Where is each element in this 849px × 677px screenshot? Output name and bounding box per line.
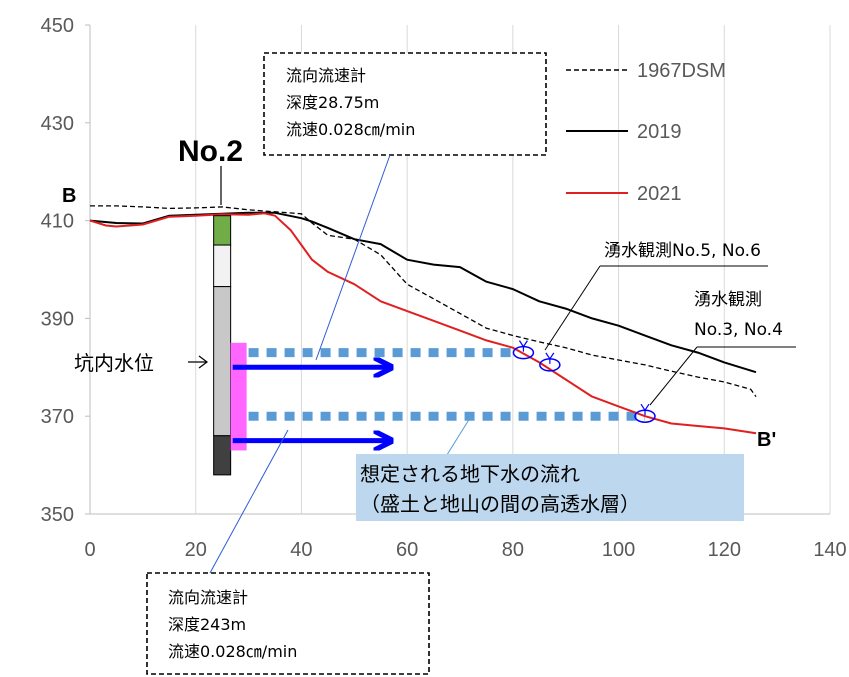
groundwater-flow-callout: 想定される地下水の流れ （盛土と地山の間の高透水層） (356, 417, 744, 521)
svg-text:深度28.75m: 深度28.75m (286, 93, 379, 112)
section-start-label: B (62, 185, 76, 207)
y-tick-label: 450 (41, 15, 74, 37)
flow-arrows (232, 367, 392, 440)
svg-text:流向流速計: 流向流速計 (286, 66, 366, 85)
x-tick-label: 140 (813, 539, 846, 561)
groundwater-level-lines (248, 348, 645, 421)
profile-series (89, 205, 757, 435)
spring-no56-label: 湧水観測No.5, No.6 (544, 241, 768, 351)
x-tick-label: 80 (502, 539, 524, 561)
svg-text:流速0.028㎝/min: 流速0.028㎝/min (286, 120, 415, 139)
svg-text:想定される地下水の流れ: 想定される地下水の流れ (360, 462, 580, 486)
legend-label: 1967DSM (637, 60, 726, 82)
svg-text:流速0.028㎝/min: 流速0.028㎝/min (168, 642, 297, 661)
spring-markers (512, 340, 656, 423)
svg-text:湧水観測No.5, No.6: 湧水観測No.5, No.6 (604, 241, 761, 261)
y-tick-label: 350 (41, 504, 74, 526)
legend-label: 2019 (637, 121, 682, 143)
svg-text:深度243m: 深度243m (168, 615, 246, 634)
y-tick-label: 370 (41, 406, 74, 428)
spring-symbol (545, 352, 555, 364)
x-tick-label: 40 (290, 539, 312, 561)
borehole-segment (213, 435, 232, 476)
x-tick-label: 120 (708, 539, 741, 561)
y-tick-label: 390 (41, 308, 74, 330)
series-line-2021 (89, 212, 757, 435)
x-tick-label: 20 (185, 539, 207, 561)
series-line-1967dsm (90, 205, 757, 397)
borehole-segment (213, 244, 232, 288)
section-end-label: B' (757, 429, 776, 451)
spring-symbol (640, 403, 650, 416)
x-tick-label: 60 (396, 539, 418, 561)
legend: 1967DSM 2019 2021 (566, 60, 726, 205)
flow-meter-lower-callout: 流向流速計 深度243m 流速0.028㎝/min (146, 429, 430, 675)
y-tick-label: 430 (41, 113, 74, 135)
x-tick-label: 100 (602, 539, 635, 561)
svg-text:（盛土と地山の間の高透水層）: （盛土と地山の間の高透水層） (360, 492, 640, 516)
svg-text:湧水観測: 湧水観測 (694, 290, 762, 310)
svg-text:流向流速計: 流向流速計 (168, 588, 248, 607)
borehole-segment (213, 215, 232, 246)
spring-no34-label: 湧水観測 No.3, No.4 (649, 290, 796, 406)
x-axis-tick-labels: 0 20 40 60 80 100 120 140 (84, 539, 846, 561)
borehole-name-label: No.2 (178, 135, 243, 168)
y-axis-tick-labels: 350 370 390 410 430 450 (41, 15, 74, 526)
borehole-no2 (213, 215, 247, 476)
y-tick-label: 410 (41, 211, 74, 233)
svg-text:No.3, No.4: No.3, No.4 (694, 320, 783, 340)
legend-label: 2021 (637, 183, 682, 205)
water-level-label: 坑内水位 (74, 351, 154, 375)
water-level-pointer (188, 355, 208, 369)
borehole-screen-marker (230, 342, 247, 451)
flow-meter-upper-callout: 流向流速計 深度28.75m 流速0.028㎝/min (263, 52, 547, 361)
borehole-segment (213, 286, 232, 437)
spring-symbol (518, 340, 528, 352)
x-tick-label: 0 (84, 539, 95, 561)
